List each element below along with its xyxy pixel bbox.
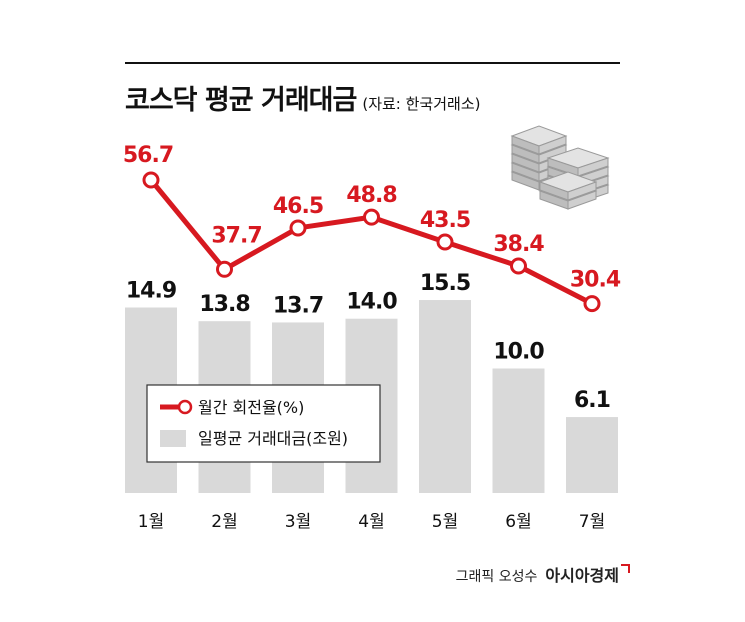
bar-value-label: 6.1 — [574, 388, 610, 413]
category-label: 1월 — [138, 512, 164, 532]
bar-value-label: 13.7 — [273, 293, 323, 318]
line-value-label: 38.4 — [493, 232, 544, 257]
legend: 월간 회전율(%) 일평균 거래대금(조원) — [146, 384, 381, 463]
brand-mark-icon — [621, 564, 630, 573]
category-label: 6월 — [505, 512, 531, 532]
credit-prefix: 그래픽 오성수 — [455, 569, 538, 585]
line-point-7 — [583, 295, 601, 313]
category-label: 3월 — [285, 512, 311, 532]
category-label: 7월 — [579, 512, 605, 532]
line-value-label: 48.8 — [346, 183, 396, 208]
category-label-group: 1월 2월 3월 4월 5월 6월 7월 — [138, 512, 605, 532]
legend-line-marker — [177, 399, 193, 415]
line-label-group: 56.7 37.7 46.5 48.8 43.5 38.4 30.4 — [123, 143, 622, 293]
bar-6 — [492, 368, 545, 493]
top-rule — [125, 62, 620, 64]
line-value-label: 30.4 — [570, 268, 621, 293]
line-value-label: 46.5 — [273, 194, 323, 219]
bar-value-label: 13.8 — [199, 292, 249, 317]
line-point-2 — [216, 260, 233, 278]
line-point-6 — [510, 257, 527, 275]
bar-5 — [419, 300, 471, 493]
bar-label-group: 14.9 13.8 13.7 14.0 15.5 10.0 6.1 — [126, 271, 611, 413]
chart-title: 코스닥 평균 거래대금 (자료: 한국거래소) — [125, 78, 481, 117]
legend-entry-bar: 일평균 거래대금(조원) — [198, 429, 348, 448]
legend-entry-line: 월간 회전율(%) — [198, 398, 304, 417]
category-label: 5월 — [432, 512, 458, 532]
line-value-label: 37.7 — [211, 223, 261, 248]
line-point-1 — [142, 171, 160, 189]
bar-value-label: 14.9 — [126, 278, 176, 303]
legend-box — [146, 384, 381, 463]
bar-7 — [566, 417, 618, 493]
bar-value-label: 14.0 — [346, 290, 397, 315]
title-text: 코스닥 평균 거래대금 — [125, 85, 357, 116]
line-series-group — [142, 171, 601, 313]
line-point-3 — [289, 219, 307, 237]
category-label: 4월 — [358, 512, 384, 532]
bar-value-label: 10.0 — [493, 340, 544, 365]
bar-value-label: 15.5 — [420, 271, 470, 296]
legend-bar-swatch — [160, 430, 186, 447]
line-point-5 — [436, 233, 454, 251]
category-label: 2월 — [211, 512, 237, 532]
line-value-label: 43.5 — [420, 208, 470, 233]
money-stack-icon — [510, 125, 610, 210]
line-point-4 — [363, 208, 380, 226]
source-note: (자료: 한국거래소) — [362, 95, 481, 113]
credit: 그래픽 오성수 아시아경제 — [456, 562, 630, 586]
line-value-label: 56.7 — [123, 143, 173, 168]
credit-brand: 아시아경제 — [545, 566, 619, 585]
